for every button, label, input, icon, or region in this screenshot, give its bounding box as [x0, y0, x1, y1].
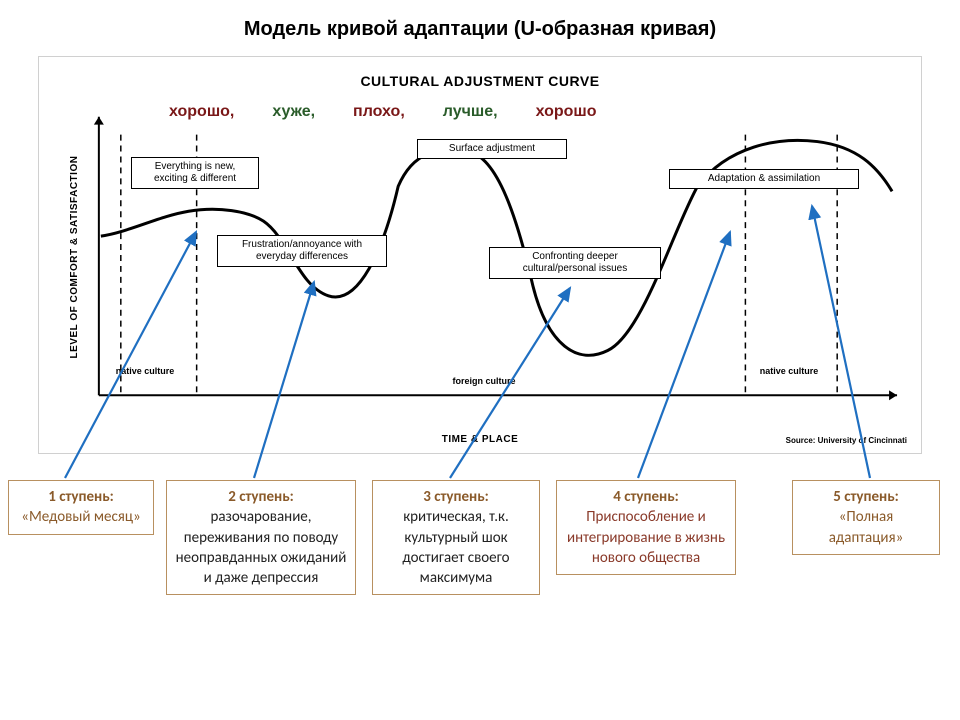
axis-caption: native culture	[759, 367, 819, 377]
chart-svg	[39, 57, 921, 453]
phase-box: Surface adjustment	[417, 139, 567, 159]
stage-title: 5 ступень:	[801, 487, 931, 507]
stage-title: 1 ступень:	[17, 487, 145, 507]
stage-box: 4 ступень:Приспособление и интегрировани…	[556, 480, 736, 575]
stage-body: критическая, т.к. культурный шок достига…	[381, 507, 531, 588]
stage-title: 3 ступень:	[381, 487, 531, 507]
stage-body: разочарование, переживания по поводу нео…	[175, 507, 347, 588]
phase-box: Everything is new, exciting & different	[131, 157, 259, 189]
stage-title: 4 ступень:	[565, 487, 727, 507]
axis-caption: native culture	[115, 367, 175, 377]
stage-box: 2 ступень:разочарование, переживания по …	[166, 480, 356, 595]
stage-body: Приспособление и интегрирование в жизнь …	[565, 507, 727, 568]
stage-body: «Полная адаптация»	[801, 507, 931, 548]
stage-box: 5 ступень:«Полная адаптация»	[792, 480, 940, 555]
phase-box: Adaptation & assimilation	[669, 169, 859, 189]
phase-box: Frustration/annoyance with everyday diff…	[217, 235, 387, 267]
chart-source: Source: University of Cincinnati	[786, 436, 907, 445]
chart-frame: CULTURAL ADJUSTMENT CURVE хорошо,хуже,пл…	[38, 56, 922, 454]
stage-box: 3 ступень:критическая, т.к. культурный ш…	[372, 480, 540, 595]
stage-box: 1 ступень:«Медовый месяц»	[8, 480, 154, 535]
phase-box: Confronting deeper cultural/personal iss…	[489, 247, 661, 279]
axis-caption: foreign culture	[429, 377, 539, 387]
stage-body: «Медовый месяц»	[17, 507, 145, 527]
main-title: Модель кривой адаптации (U-образная крив…	[0, 18, 960, 41]
stage-title: 2 ступень:	[175, 487, 347, 507]
